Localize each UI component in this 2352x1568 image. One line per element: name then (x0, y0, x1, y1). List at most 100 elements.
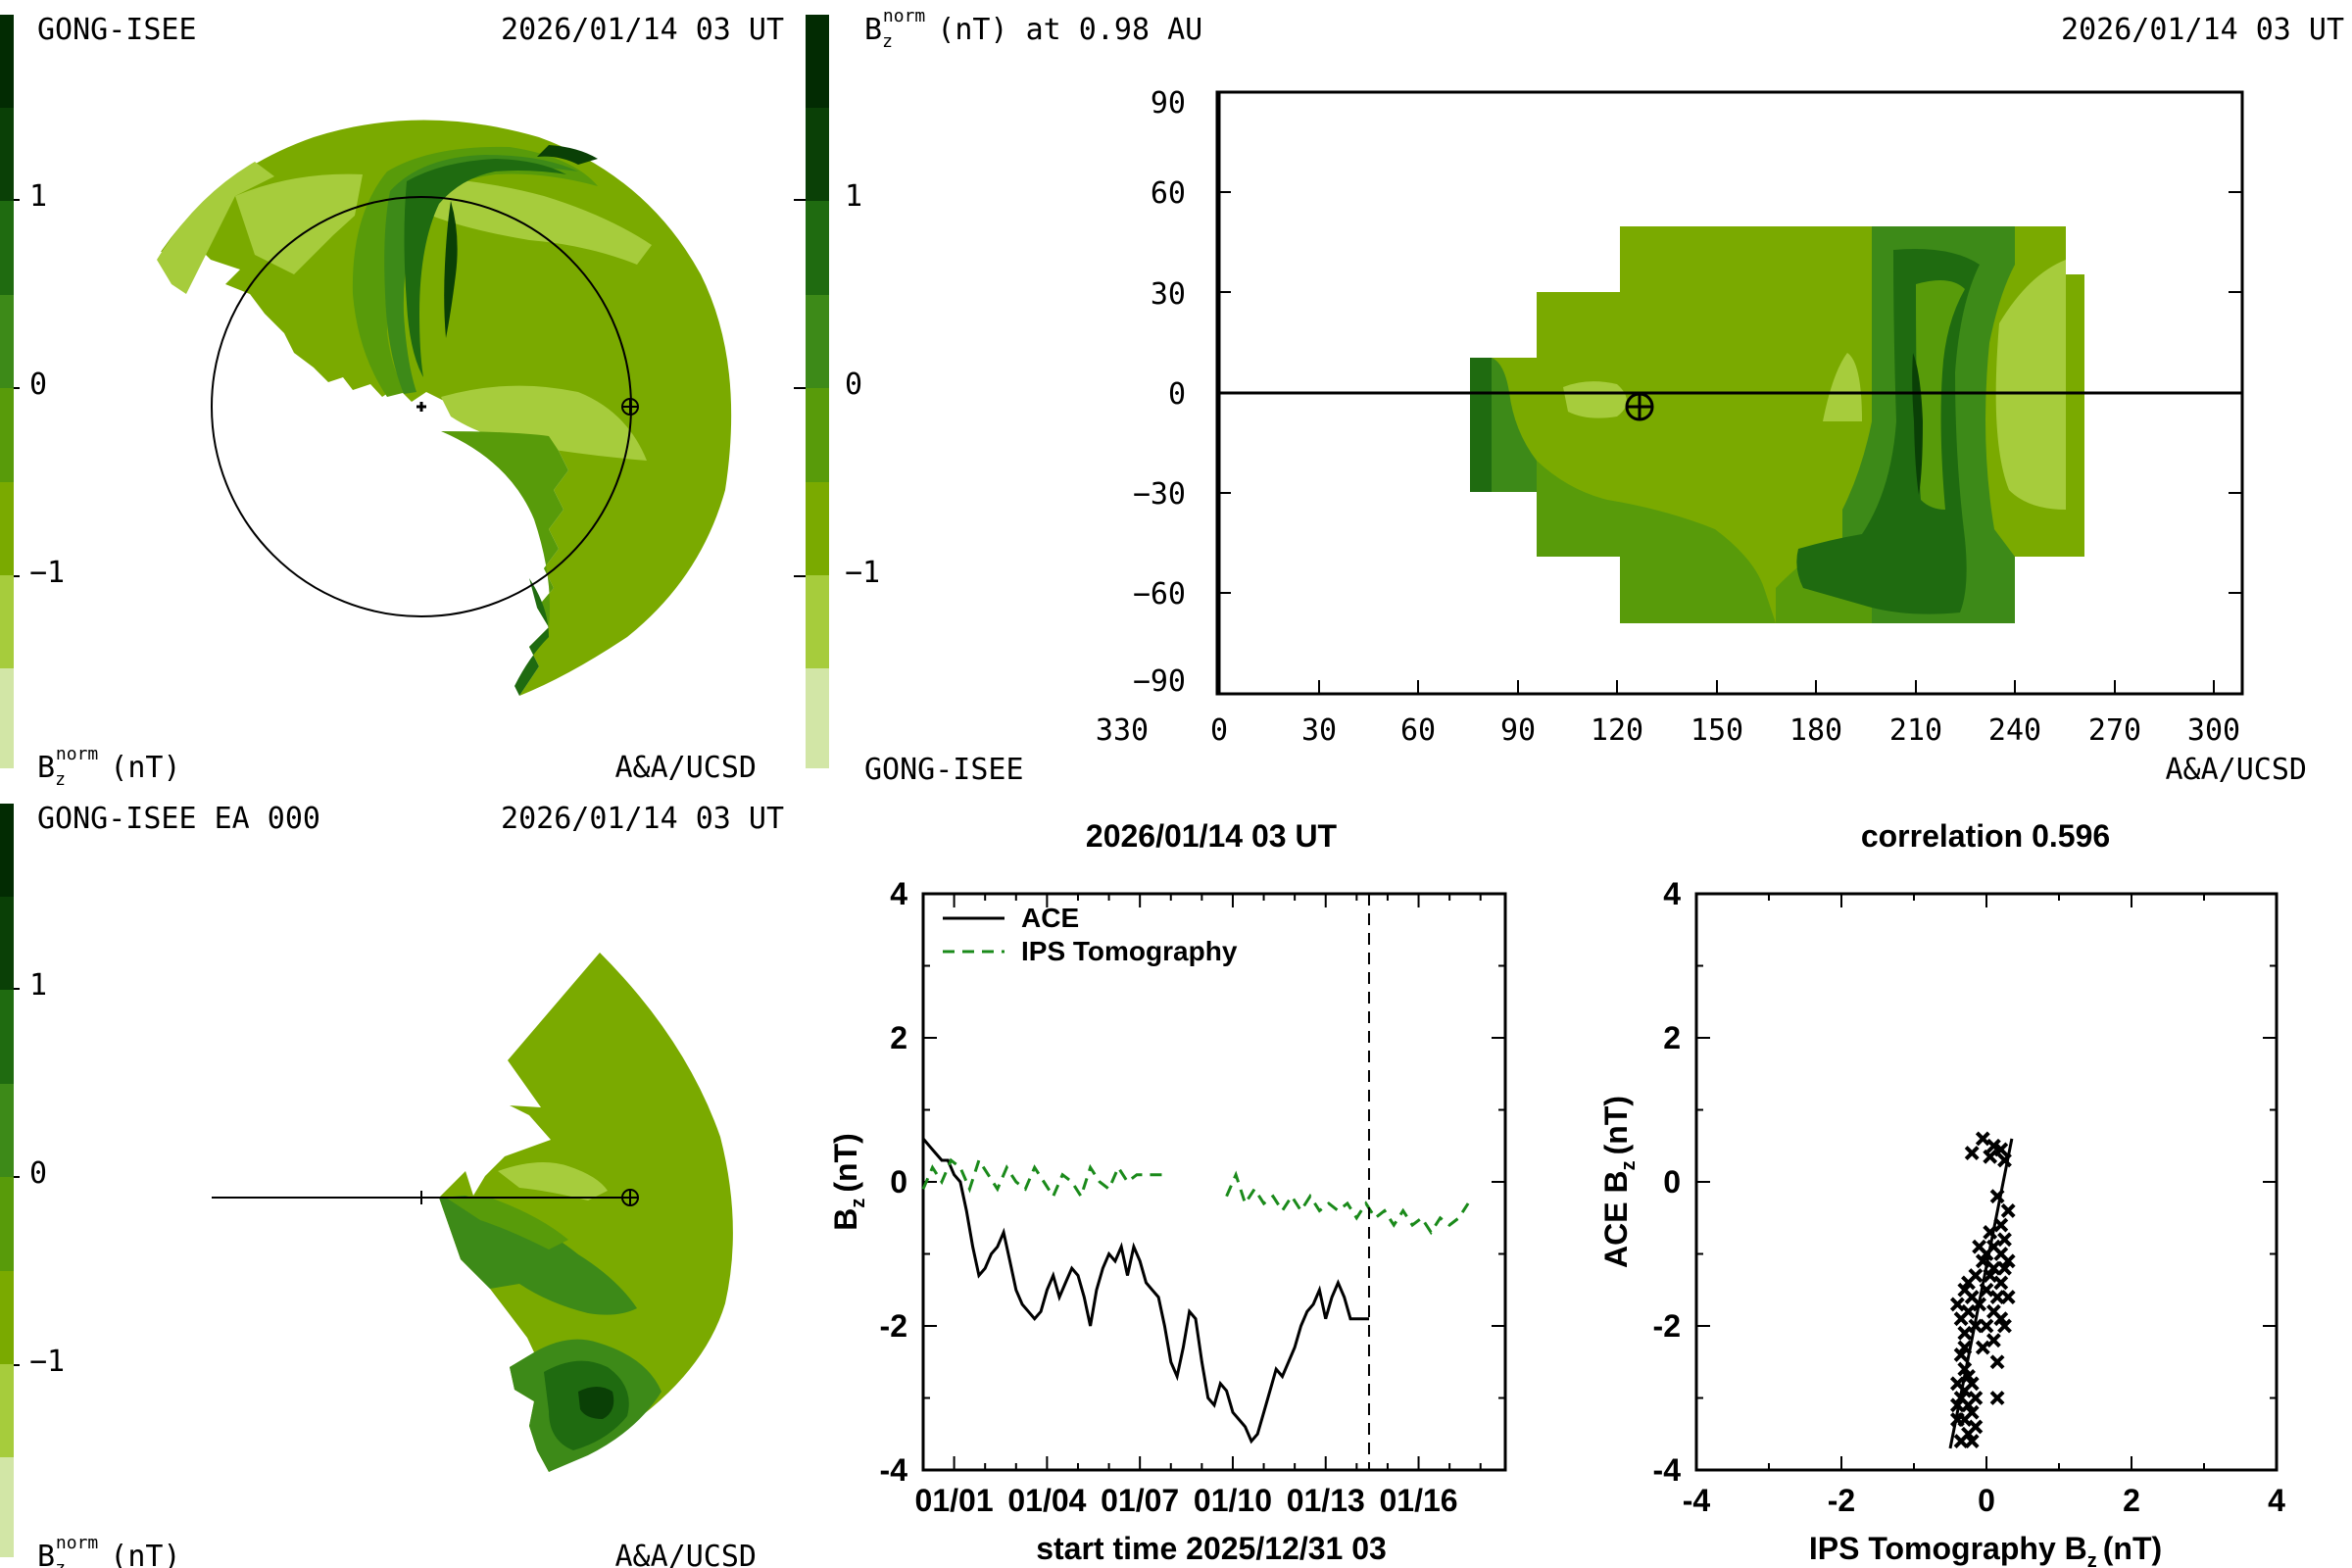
scatter-point (1964, 1146, 1980, 1161)
contour-region (444, 201, 458, 338)
scatter-point (1957, 1325, 1973, 1341)
timeseries-frame (921, 892, 1507, 1472)
map-x-tick-label: 330 (1096, 713, 1149, 748)
map-x-tick-label: 60 (1400, 713, 1436, 748)
map-x-tick-label: 240 (1988, 713, 2041, 748)
map-contour-plot (1470, 226, 2084, 623)
colorbar-band-1 (0, 575, 14, 668)
scatter-point (2000, 1202, 2016, 1218)
contour-region (441, 385, 647, 461)
contour-region (1823, 353, 1862, 421)
colorbar-band-4 (0, 295, 14, 388)
y-tick-label: 0 (1663, 1164, 1681, 1200)
scatter-point (1983, 1268, 1998, 1283)
map-x-tick-label: 120 (1591, 713, 1643, 748)
colorbar-band-1 (806, 575, 829, 668)
scatter-point (1997, 1232, 2012, 1248)
legend-label-ace: ACE (1021, 903, 1079, 933)
series-ace-line (921, 1137, 1369, 1445)
colorbar-band-2 (806, 482, 829, 575)
scatter-point (1983, 1225, 1998, 1240)
timeseries-x-label: start time 2025/12/31 03 (1036, 1531, 1387, 1566)
colorbar-tick-label: 1 (845, 179, 862, 214)
contour-region (1563, 381, 1627, 418)
scatter-point (2000, 1290, 2016, 1305)
contour-region (157, 162, 274, 294)
contour-region (578, 1387, 614, 1419)
y-tick-label: 4 (1663, 876, 1681, 911)
colorbar-tick-label: 0 (29, 368, 47, 402)
x-tick-label: 01/13 (1287, 1483, 1365, 1518)
scatter-point (1975, 1131, 1990, 1147)
contour-region (235, 173, 363, 274)
colorbar-band-7 (806, 15, 829, 108)
colorbar-band-4 (806, 295, 829, 388)
scatter-x-label: IPS Tomography Bz (nT) (1809, 1531, 2162, 1568)
colorbar-band-3 (0, 1177, 14, 1271)
colorbar-band-5 (0, 201, 14, 295)
colorbar-band-3 (806, 388, 829, 482)
scatter-point (1989, 1354, 2005, 1370)
map-y-tick-label: −60 (1133, 577, 1186, 612)
earth-marker-cross (1627, 394, 1652, 419)
contour-region (439, 1196, 637, 1315)
colorbar-band-0 (0, 1457, 14, 1557)
x-tick-label: -4 (1683, 1483, 1711, 1518)
earth-marker-cross (622, 1190, 638, 1205)
ecliptic-colorbar-label: Bznorm (nT) (37, 744, 181, 790)
meridional-timestamp: 2026/01/14 03 UT (501, 802, 784, 836)
map-x-tick-label: 210 (1889, 713, 1942, 748)
scatter-point (1972, 1297, 1987, 1312)
y-tick-label: 4 (890, 876, 907, 911)
contour-region (1995, 260, 2066, 510)
x-tick-label: -2 (1828, 1483, 1855, 1518)
scatter-point (1968, 1318, 1984, 1334)
scatter-axes: 4 2 0 -2 -4-4 -2 0 2 4 (1653, 876, 2286, 1518)
x-tick-label: 01/10 (1194, 1483, 1272, 1518)
ecliptic-colorbar: 1 0 −1 (0, 15, 65, 768)
map-y-tick-label: 90 (1151, 86, 1186, 121)
timeseries-y-label: Bz(nT) (828, 1133, 869, 1231)
colorbar-tick-label: −1 (29, 556, 65, 590)
scatter-point (1993, 1275, 2009, 1291)
scatter-point (1961, 1369, 1976, 1384)
legend-label-ips: IPS Tomography (1021, 936, 1238, 966)
y-tick-label: 2 (1663, 1020, 1681, 1055)
meridional-credit: A&A/UCSD (615, 1540, 758, 1568)
contour-region (1470, 358, 1492, 492)
scatter-point (1961, 1397, 1976, 1413)
colorbar-band-6 (0, 897, 14, 990)
colorbar-band-0 (0, 668, 14, 768)
earth-marker-cross (622, 399, 638, 415)
map-y-tick-label: −30 (1133, 477, 1186, 512)
contour-region (1912, 353, 1923, 495)
contour-region (439, 953, 733, 1472)
map-panel: 1 0 −1 Bznorm (nT) at 0.98 AU 2026/01/14 … (794, 6, 2344, 787)
ecliptic-timestamp: 2026/01/14 03 UT (501, 13, 784, 47)
sun-marker (416, 402, 426, 412)
scatter-point (1961, 1275, 1976, 1291)
timeseries-title: 2026/01/14 03 UT (1086, 818, 1338, 854)
meridional-colorbar: 1 0 −1 (0, 804, 65, 1557)
scatter-point (1989, 1290, 2005, 1305)
scatter-point (1989, 1189, 2005, 1204)
scatter-title: correlation 0.596 (1861, 818, 2110, 854)
map-credit: A&A/UCSD (2166, 753, 2308, 787)
scatter-chart: correlation 0.596 4 2 0 -2 -4-4 -2 0 2 4 IPS Tom… (1598, 818, 2285, 1568)
scatter-point (1997, 1260, 2012, 1276)
map-x-tick-label: 300 (2187, 713, 2240, 748)
meridional-contour-plot (439, 953, 733, 1472)
map-x-tick-label: 270 (2088, 713, 2141, 748)
contour-region (384, 155, 578, 394)
scatter-point (1997, 1152, 2012, 1168)
scatter-point (1949, 1412, 1965, 1427)
contour-region (1537, 461, 1776, 623)
timeseries-axes: 4 2 0 -2 -401/01 01/04 01/07 01/10 01/13 01/16 (880, 876, 1505, 1518)
contour-region (404, 159, 566, 377)
scatter-point (1953, 1347, 1969, 1362)
scatter-point (1979, 1318, 1994, 1334)
series-ips-line (921, 1156, 1165, 1200)
x-tick-label: 01/07 (1101, 1483, 1179, 1518)
map-source-label: GONG-ISEE (864, 753, 1024, 787)
